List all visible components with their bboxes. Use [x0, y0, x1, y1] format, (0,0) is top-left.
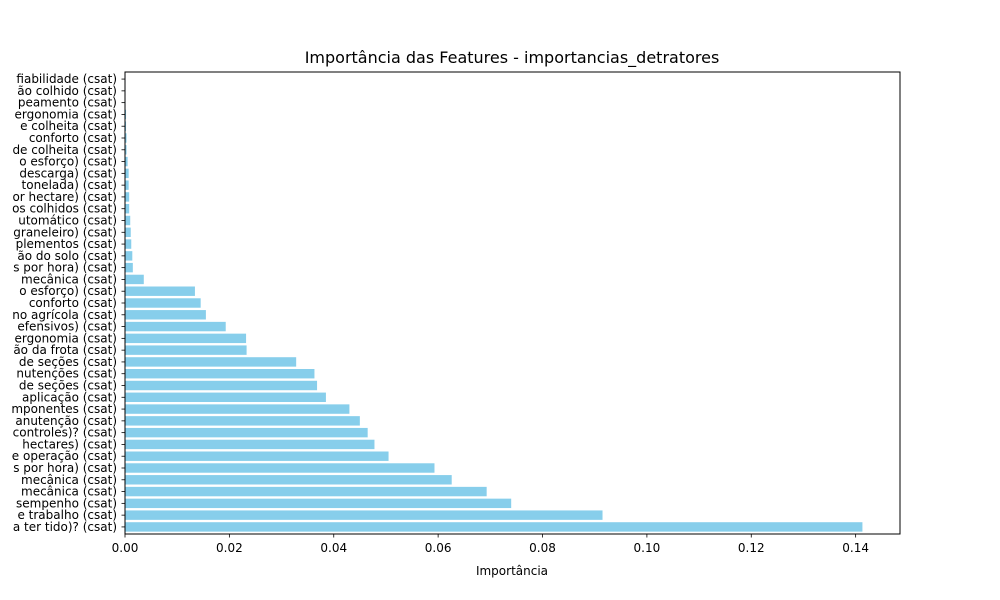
y-tick-label: hectares) (csat) — [22, 437, 117, 451]
y-tick-label: conforto (csat) — [29, 296, 117, 310]
bar-6 — [125, 451, 389, 461]
bar-16 — [125, 333, 247, 344]
bar-33 — [125, 133, 127, 143]
y-tick-label: anutenção (csat) — [15, 414, 117, 428]
bar-0 — [125, 522, 863, 532]
bar-10 — [125, 404, 350, 414]
bar-31 — [125, 156, 128, 167]
y-tick-label: o esforço) (csat) — [19, 155, 117, 169]
bar-4 — [125, 475, 452, 485]
bar-29 — [125, 180, 129, 190]
y-tick-label: ão do solo (csat) — [17, 249, 117, 263]
bar-35 — [125, 109, 127, 120]
y-tick-label: plementos (csat) — [16, 237, 117, 251]
y-tick-label: descarga) (csat) — [19, 166, 117, 180]
x-tick-label: 0.00 — [112, 541, 139, 555]
bar-1 — [125, 510, 603, 520]
bar-7 — [125, 439, 375, 450]
x-tick-label: 0.06 — [425, 541, 452, 555]
bar-34 — [125, 121, 127, 131]
y-tick-label: utomático (csat) — [18, 214, 117, 228]
bar-28 — [125, 192, 130, 202]
y-tick-label: ergonomia (csat) — [15, 107, 117, 121]
y-tick-labels: a ter tido)? (csat)e trabalho (csat)semp… — [11, 72, 125, 534]
bar-20 — [125, 286, 195, 296]
y-tick-label: controles)? (csat) — [13, 426, 117, 440]
bar-21 — [125, 274, 144, 285]
x-tick-label: 0.08 — [529, 541, 556, 555]
x-axis-label: Importância — [476, 564, 548, 578]
bar-18 — [125, 310, 206, 320]
bar-9 — [125, 416, 360, 426]
y-tick-label: ergonomia (csat) — [15, 331, 117, 345]
y-tick-label: conforto (csat) — [29, 131, 117, 145]
y-tick-label: nutenções (csat) — [16, 367, 117, 381]
y-tick-label: mponentes (csat) — [11, 402, 117, 416]
y-tick-label: or hectare) (csat) — [12, 190, 117, 204]
y-tick-label: e colheita (csat) — [20, 119, 117, 133]
bar-13 — [125, 369, 315, 379]
bar-25 — [125, 227, 131, 237]
bar-15 — [125, 345, 247, 355]
y-tick-label: sempenho (csat) — [16, 496, 117, 510]
bars-group — [125, 74, 863, 532]
y-tick-label: e operação (csat) — [12, 449, 117, 463]
bar-32 — [125, 145, 127, 155]
y-tick-label: ão da frota (csat) — [13, 343, 117, 357]
bar-12 — [125, 380, 318, 391]
bar-3 — [125, 486, 487, 497]
bar-23 — [125, 251, 133, 261]
y-tick-label: ão colhido (csat) — [17, 84, 117, 98]
y-tick-label: s por hora) (csat) — [13, 261, 117, 275]
bar-27 — [125, 204, 130, 214]
y-tick-label: mecânica (csat) — [21, 272, 117, 286]
x-tick-label: 0.14 — [842, 541, 869, 555]
x-tick-label: 0.04 — [320, 541, 347, 555]
bar-5 — [125, 463, 435, 473]
y-tick-label: fiabilidade (csat) — [16, 72, 117, 86]
y-tick-label: s por hora) (csat) — [13, 461, 117, 475]
bar-30 — [125, 168, 129, 179]
y-tick-label: graneleiro) (csat) — [13, 225, 117, 239]
plot-frame — [124, 71, 901, 535]
x-axis-ticks: 0.00 0.02 0.04 0.06 0.08 0.10 0.12 0.14 — [112, 534, 869, 555]
bar-19 — [125, 298, 201, 308]
y-tick-label: aplicação (csat) — [22, 390, 117, 404]
y-tick-label: os colhidos (csat) — [12, 202, 117, 216]
x-tick-label: 0.02 — [216, 541, 243, 555]
chart-title: Importância das Features - importancias_… — [305, 48, 720, 68]
bar-17 — [125, 321, 226, 332]
bar-14 — [125, 357, 297, 367]
y-tick-label: efensivos) (csat) — [17, 320, 117, 334]
y-tick-label: no agrícola (csat) — [12, 308, 117, 322]
y-tick-label: mecânica (csat) — [21, 473, 117, 487]
bar-8 — [125, 427, 368, 438]
x-tick-label: 0.10 — [634, 541, 661, 555]
y-tick-label: e trabalho (csat) — [17, 508, 117, 522]
x-tick-label: 0.12 — [738, 541, 765, 555]
y-tick-label: de colheita (csat) — [12, 143, 117, 157]
y-tick-label: mecânica (csat) — [21, 485, 117, 499]
y-tick-label: a ter tido)? (csat) — [13, 520, 117, 534]
bar-26 — [125, 215, 131, 226]
y-tick-label: de seções (csat) — [19, 355, 117, 369]
bar-11 — [125, 392, 326, 402]
y-tick-label: tonelada) (csat) — [22, 178, 117, 192]
bar-2 — [125, 498, 512, 509]
bar-22 — [125, 262, 133, 273]
bar-24 — [125, 239, 132, 249]
y-tick-label: de seções (csat) — [19, 379, 117, 393]
y-tick-label: peamento (csat) — [18, 96, 117, 110]
y-tick-label: o esforço) (csat) — [19, 284, 117, 298]
